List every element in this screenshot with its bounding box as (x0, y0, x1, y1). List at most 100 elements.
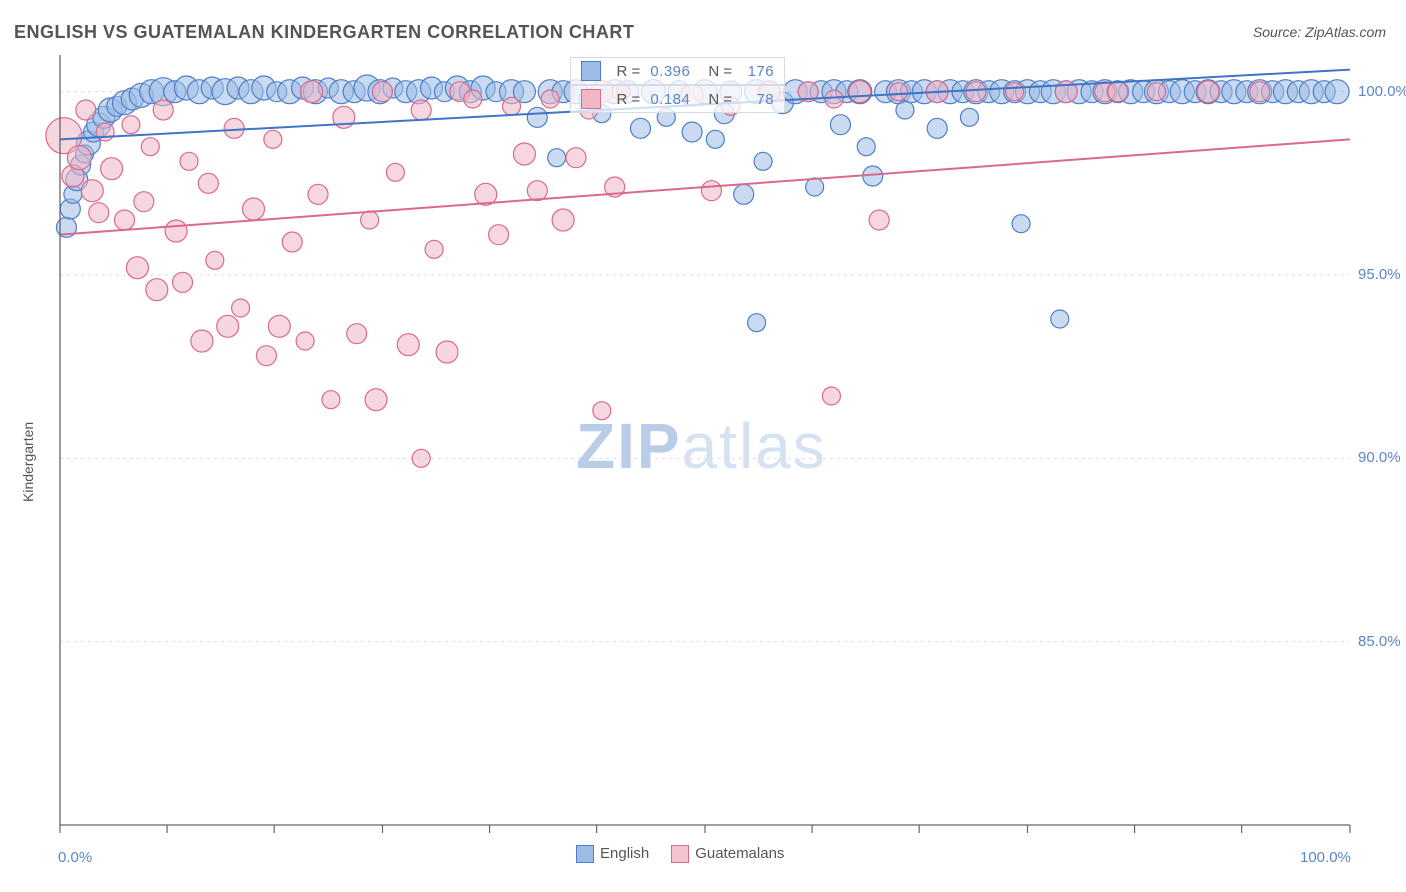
data-point (1051, 310, 1069, 328)
data-point (966, 82, 986, 102)
data-point (361, 211, 379, 229)
data-point (527, 107, 547, 127)
data-point (173, 272, 193, 292)
r-label: R = (617, 91, 641, 108)
data-point (890, 83, 908, 101)
data-point (268, 315, 290, 337)
data-point (822, 387, 840, 405)
data-point (464, 90, 482, 108)
data-point (146, 279, 168, 301)
data-point (165, 220, 187, 242)
data-point (896, 101, 914, 119)
data-point (869, 210, 889, 230)
r-label: R = (617, 63, 641, 80)
trend-line (60, 139, 1350, 234)
data-point (122, 116, 140, 134)
data-point (198, 173, 218, 193)
correlation-row: R = 0.184 N = 78 (570, 85, 786, 113)
y-tick-label: 100.0% (1358, 83, 1406, 100)
data-point (411, 100, 431, 120)
correlation-row: R = 0.396 N = 176 (570, 57, 786, 85)
y-tick-label: 85.0% (1358, 633, 1401, 650)
plot-svg (0, 0, 1406, 892)
data-point (631, 118, 651, 138)
legend-swatch (581, 61, 601, 81)
series-legend: English Guatemalans (576, 845, 784, 863)
data-point (849, 81, 871, 103)
data-point (548, 149, 566, 167)
data-point (489, 225, 509, 245)
data-point (701, 181, 721, 201)
data-point (566, 148, 586, 168)
legend-swatch (671, 845, 689, 863)
r-value: 0.396 (650, 63, 690, 80)
data-point (134, 192, 154, 212)
chart-container: ENGLISH VS GUATEMALAN KINDERGARTEN CORRE… (0, 0, 1406, 892)
data-point (748, 314, 766, 332)
data-point (754, 152, 772, 170)
x-tick-label: 0.0% (58, 849, 92, 866)
data-point (180, 152, 198, 170)
data-point (397, 334, 419, 356)
data-point (541, 90, 559, 108)
data-point (373, 82, 393, 102)
data-point (308, 184, 328, 204)
data-point (593, 402, 611, 420)
data-point (296, 332, 314, 350)
data-point (347, 324, 367, 344)
correlation-legend: R = 0.396 N = 176 R = 0.184 N = 78 (570, 57, 786, 113)
legend-swatch (581, 89, 601, 109)
n-value: 176 (742, 63, 774, 80)
data-point (1108, 82, 1128, 102)
y-tick-label: 95.0% (1358, 266, 1401, 283)
data-point (857, 138, 875, 156)
data-point (101, 158, 123, 180)
data-point (217, 315, 239, 337)
data-point (960, 108, 978, 126)
data-point (682, 122, 702, 142)
data-point (527, 181, 547, 201)
data-point (89, 203, 109, 223)
data-point (256, 346, 276, 366)
data-point (386, 163, 404, 181)
data-point (232, 299, 250, 317)
data-point (322, 391, 340, 409)
y-tick-label: 90.0% (1358, 449, 1401, 466)
data-point (76, 100, 96, 120)
data-point (425, 240, 443, 258)
legend-label: English (600, 845, 649, 862)
data-point (264, 130, 282, 148)
x-tick-label: 100.0% (1300, 849, 1351, 866)
data-point (830, 115, 850, 135)
r-value: 0.184 (650, 91, 690, 108)
data-point (96, 123, 114, 141)
data-point (206, 251, 224, 269)
data-point (191, 330, 213, 352)
data-point (503, 97, 521, 115)
data-point (513, 143, 535, 165)
data-point (1325, 80, 1349, 104)
data-point (552, 209, 574, 231)
data-point (153, 100, 173, 120)
data-point (126, 257, 148, 279)
data-point (67, 146, 91, 170)
legend-swatch (576, 845, 594, 863)
data-point (825, 90, 843, 108)
data-point (412, 449, 430, 467)
data-point (706, 130, 724, 148)
data-point (81, 180, 103, 202)
legend-item: English (576, 845, 649, 863)
data-point (1250, 82, 1270, 102)
legend-label: Guatemalans (695, 845, 784, 862)
data-point (436, 341, 458, 363)
data-point (243, 198, 265, 220)
data-point (282, 232, 302, 252)
n-label: N = (708, 63, 732, 80)
data-point (1197, 81, 1219, 103)
data-point (1148, 83, 1166, 101)
data-point (806, 178, 824, 196)
n-label: N = (708, 91, 732, 108)
n-value: 78 (742, 91, 774, 108)
data-point (301, 81, 323, 103)
data-point (365, 389, 387, 411)
